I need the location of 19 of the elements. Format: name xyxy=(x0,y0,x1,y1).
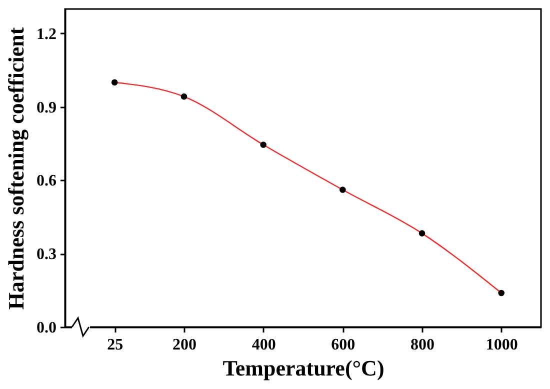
x-tick-label: 25 xyxy=(107,336,124,354)
point xyxy=(418,230,426,236)
x-axis-title: Temperature(°C) xyxy=(222,356,384,380)
point xyxy=(111,79,118,86)
y-tick-label: 0.9 xyxy=(36,99,56,116)
y-tick-label: 1.2 xyxy=(36,26,56,43)
point xyxy=(260,142,266,148)
x-tick-label: 600 xyxy=(331,336,356,354)
y-axis-title: Hardness softening coefficient xyxy=(4,26,28,310)
y-tick-label: 0.3 xyxy=(36,246,56,264)
x-tick-label: 400 xyxy=(252,336,276,354)
point xyxy=(498,290,504,296)
point xyxy=(340,186,346,193)
y-tick-label: 0.6 xyxy=(36,172,56,190)
point xyxy=(180,93,188,100)
x-tick-label: 800 xyxy=(410,336,434,354)
x-tick-label: 1000 xyxy=(486,336,518,354)
y-tick-label: 0.0 xyxy=(36,320,56,336)
x-tick-label: 200 xyxy=(172,336,196,354)
